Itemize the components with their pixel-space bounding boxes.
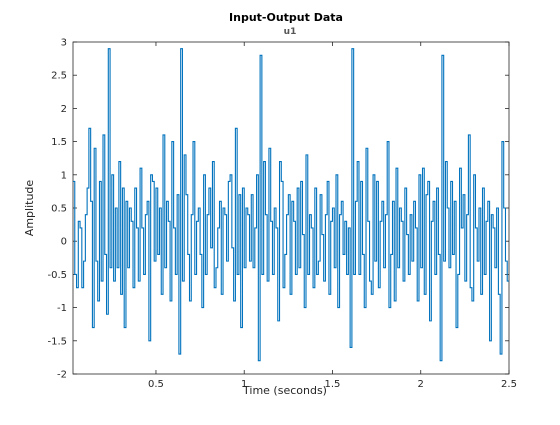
x-tick-label: 2.5 [501, 379, 517, 390]
series-layer [73, 48, 509, 362]
y-tick-label: 3 [61, 38, 67, 49]
chart-title: Input-Output Data [229, 11, 343, 24]
y-tick-label: 0.5 [51, 204, 67, 215]
chart-subtitle: u1 [284, 27, 297, 37]
y-axis-label: Amplitude [23, 180, 36, 237]
y-tick-label: 2 [61, 104, 67, 115]
y-tick-label: -0.5 [47, 270, 67, 281]
y-tick-label: 1.5 [51, 137, 67, 148]
y-tick-label: 2.5 [51, 71, 67, 82]
y-tick-label: -1.5 [47, 336, 67, 347]
y-tick-label: 0 [61, 237, 67, 248]
y-tick-label: -1 [57, 303, 67, 314]
x-tick-label: 1.5 [325, 379, 341, 390]
y-tick-label: 1 [61, 170, 67, 181]
x-tick-label: 0.5 [148, 379, 164, 390]
y-tick-label: -2 [57, 370, 67, 381]
x-tick-label: 2 [418, 379, 424, 390]
x-axis-label: Time (seconds) [242, 384, 327, 397]
series-line-u1 [73, 48, 509, 362]
x-axis: 0.5 1 1.5 2 2.5 [148, 42, 517, 390]
x-tick-label: 1 [241, 379, 247, 390]
